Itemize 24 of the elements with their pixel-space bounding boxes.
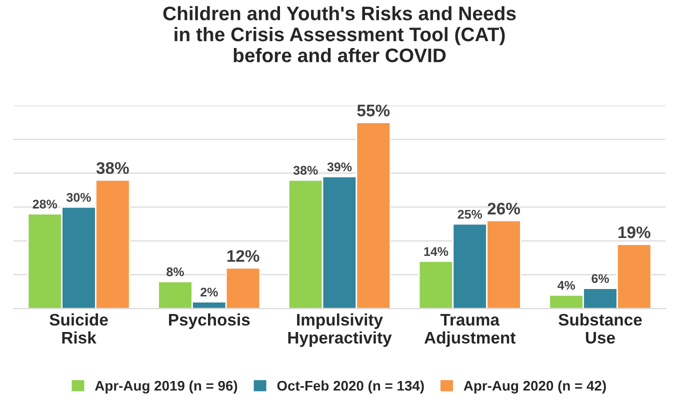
legend-label: Apr-Aug 2020 (n = 42)	[464, 380, 606, 394]
data-label: 6%	[592, 274, 609, 284]
data-label: 2%	[200, 288, 218, 297]
data-label: 26%	[488, 202, 520, 215]
data-label: 55%	[357, 104, 390, 116]
chart-title: Children and Youth's Risks and Needs in the Crisis Assessment Tool (CAT) before and after COVID	[163, 6, 516, 62]
x-tick-label: Impulsivity Hyperactivity	[288, 313, 392, 347]
x-tick-label: Suicide Risk	[50, 313, 108, 344]
legend-label: Oct-Feb 2020 (n = 134)	[277, 380, 424, 394]
data-label: 4%	[557, 280, 576, 290]
legend-label: Apr-Aug 2019 (n = 96)	[95, 380, 238, 394]
data-label: 39%	[327, 162, 352, 172]
data-label: 28%	[32, 200, 58, 209]
data-label: 8%	[166, 267, 184, 276]
data-label: 12%	[227, 250, 260, 262]
data-label: 30%	[66, 192, 91, 202]
x-tick-label: Substance Use	[558, 313, 642, 344]
data-label: 25%	[458, 210, 482, 219]
data-label: 38%	[293, 166, 318, 175]
data-label: 38%	[96, 162, 129, 174]
data-label: 14%	[424, 247, 448, 256]
x-tick-label: Trauma Adjustment	[424, 314, 516, 347]
data-label: 19%	[618, 226, 650, 238]
x-tick-label: Psychosis	[169, 313, 250, 329]
